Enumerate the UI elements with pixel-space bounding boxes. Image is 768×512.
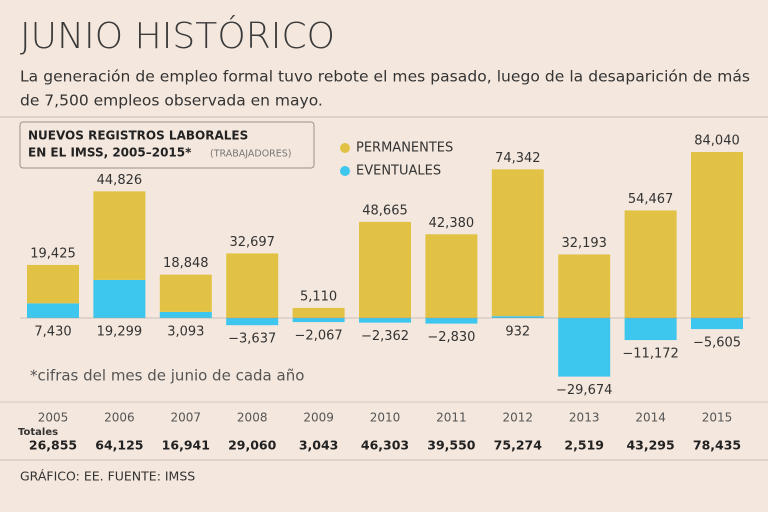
bar bbox=[226, 253, 279, 318]
bar bbox=[624, 210, 677, 318]
value-label: 3,093 bbox=[167, 325, 204, 340]
x-tick-label: 2008 bbox=[237, 411, 268, 425]
subtitle: de 7,500 empleos observada en mayo. bbox=[20, 92, 323, 110]
total-label: 2,519 bbox=[564, 438, 604, 453]
total-label: 46,303 bbox=[361, 438, 409, 453]
value-label: 19,425 bbox=[30, 246, 76, 261]
total-label: 16,941 bbox=[162, 438, 210, 453]
value-label: −2,362 bbox=[361, 329, 409, 344]
bar bbox=[27, 303, 79, 318]
value-label: 19,299 bbox=[97, 325, 143, 340]
x-tick-label: 2012 bbox=[503, 411, 534, 425]
bar bbox=[558, 254, 611, 318]
bar bbox=[27, 264, 79, 304]
value-label: −29,674 bbox=[556, 383, 612, 398]
bar bbox=[159, 274, 212, 312]
note: *cifras del mes de junio de cada año bbox=[30, 367, 304, 385]
bar bbox=[558, 318, 611, 377]
total-label: 29,060 bbox=[228, 438, 277, 453]
box-title: NUEVOS REGISTROS LABORALES bbox=[28, 129, 248, 143]
total-label: 78,435 bbox=[693, 438, 741, 453]
bar bbox=[159, 311, 212, 318]
x-tick-label: 2015 bbox=[702, 411, 733, 425]
x-tick-label: 2005 bbox=[38, 411, 69, 425]
bar bbox=[691, 318, 743, 330]
legend-swatch bbox=[340, 166, 350, 176]
x-tick-label: 2013 bbox=[569, 411, 600, 425]
x-tick-label: 2011 bbox=[436, 411, 467, 425]
value-label: 932 bbox=[505, 325, 530, 340]
value-label: −11,172 bbox=[622, 347, 678, 362]
legend-swatch bbox=[340, 143, 350, 153]
bar bbox=[491, 316, 544, 318]
x-tick-label: 2014 bbox=[635, 411, 666, 425]
legend-label: PERMANENTES bbox=[356, 141, 453, 156]
bar bbox=[491, 169, 544, 317]
chart-title: JUNIO HISTÓRICO bbox=[20, 15, 335, 57]
value-label: 18,848 bbox=[163, 256, 209, 271]
bar bbox=[359, 318, 411, 323]
total-label: 3,043 bbox=[299, 438, 339, 453]
value-label: 74,342 bbox=[495, 151, 541, 166]
bar bbox=[93, 191, 146, 280]
value-label: 7,430 bbox=[34, 325, 71, 340]
value-label: 5,110 bbox=[300, 289, 337, 304]
value-label: −2,067 bbox=[295, 329, 343, 344]
bar bbox=[425, 318, 478, 324]
subtitle: La generación de empleo formal tuvo rebo… bbox=[20, 68, 750, 86]
source: GRÁFICO: EE. FUENTE: IMSS bbox=[20, 469, 195, 484]
value-label: 54,467 bbox=[628, 192, 674, 207]
bar bbox=[226, 318, 279, 326]
total-label: 26,855 bbox=[29, 438, 77, 453]
totals-label: Totales bbox=[18, 427, 58, 438]
bar bbox=[425, 234, 478, 318]
x-tick-label: 2010 bbox=[370, 411, 401, 425]
bar bbox=[292, 318, 345, 323]
value-label: 84,040 bbox=[694, 134, 740, 149]
value-label: 42,380 bbox=[429, 216, 475, 231]
x-tick-label: 2009 bbox=[303, 411, 334, 425]
value-label: 32,697 bbox=[229, 235, 275, 250]
total-label: 75,274 bbox=[494, 438, 543, 453]
bar bbox=[93, 279, 146, 318]
x-tick-label: 2007 bbox=[171, 411, 202, 425]
box bbox=[19, 121, 315, 169]
units: (TRABAJADORES) bbox=[210, 149, 292, 160]
legend-label: EVENTUALES bbox=[356, 164, 441, 179]
bar bbox=[292, 307, 345, 318]
value-label: −3,637 bbox=[228, 332, 276, 347]
value-label: −5,605 bbox=[693, 336, 741, 351]
bar bbox=[359, 221, 411, 318]
value-label: 32,193 bbox=[561, 236, 607, 251]
bar bbox=[691, 152, 743, 318]
box-title: EN EL IMSS, 2005–2015* bbox=[28, 146, 192, 160]
value-label: 48,665 bbox=[362, 203, 408, 218]
total-label: 39,550 bbox=[427, 438, 476, 453]
total-label: 43,295 bbox=[626, 438, 674, 453]
x-tick-label: 2006 bbox=[104, 411, 135, 425]
total-label: 64,125 bbox=[95, 438, 143, 453]
value-label: −2,830 bbox=[427, 330, 475, 345]
value-label: 44,826 bbox=[97, 173, 143, 188]
bar bbox=[624, 318, 677, 341]
